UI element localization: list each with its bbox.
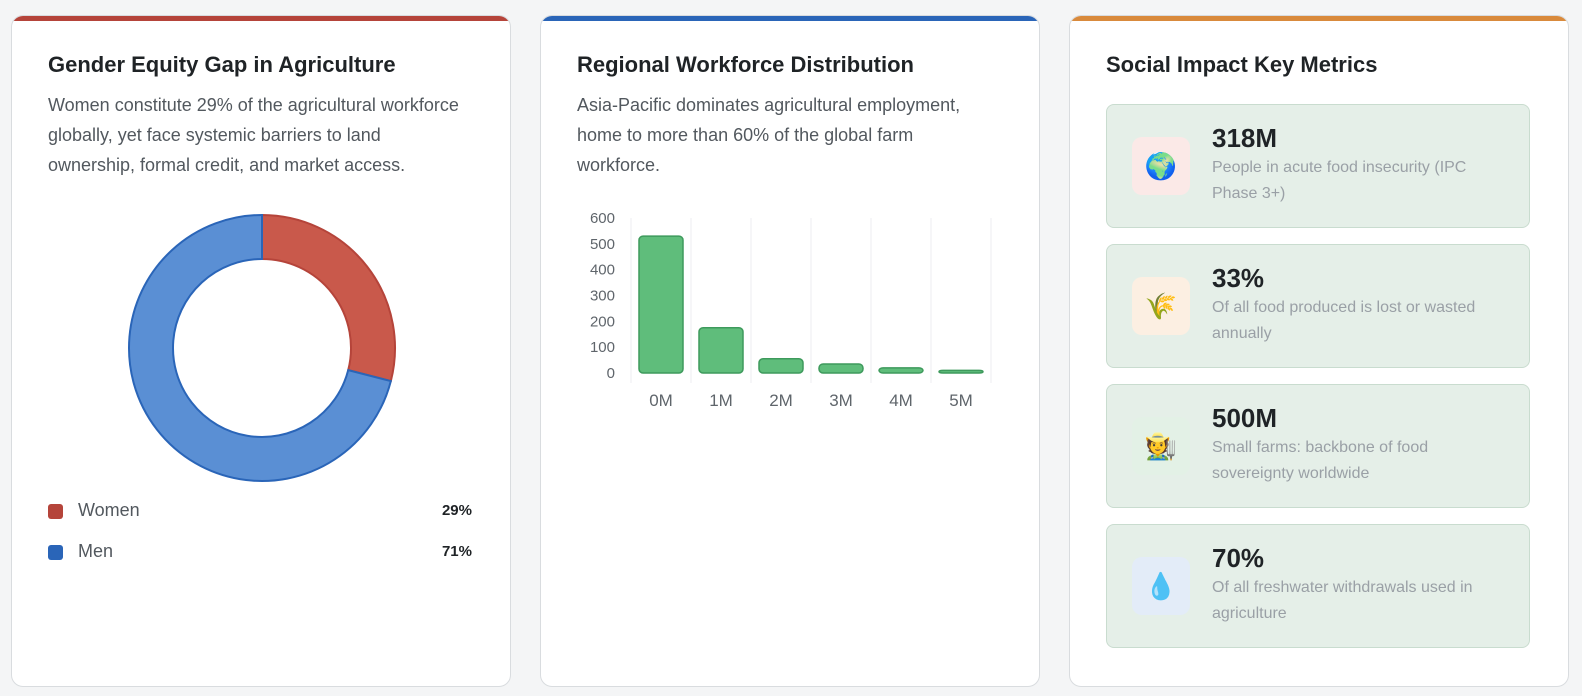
card-title: Regional Workforce Distribution [577, 52, 914, 77]
gender-donut-chart [128, 213, 396, 482]
x-tick-label: 3M [829, 391, 853, 410]
legend-label: Women [78, 500, 140, 520]
card-accent-bar [1070, 16, 1568, 21]
x-tick-label: 5M [949, 391, 973, 410]
y-tick-label: 300 [590, 288, 615, 305]
metric-label: People in acute food insecurity (IPC Pha… [1212, 159, 1467, 202]
y-tick-label: 0 [607, 365, 615, 382]
metric-value: 70% [1212, 543, 1265, 573]
x-tick-label: 0M [649, 391, 673, 410]
y-tick-label: 100 [590, 339, 615, 356]
wheat-icon-glyph: 🌾 [1144, 290, 1178, 321]
wheat-icon: 🌾 [1132, 277, 1190, 335]
water-drop-icon-glyph: 💧 [1144, 570, 1178, 601]
card-description: Asia-Pacific dominates agricultural empl… [577, 95, 961, 175]
globe-icon: 🌍 [1132, 137, 1190, 195]
bar-4M[interactable] [878, 367, 924, 374]
metric-label: Small farms: backbone of food sovereignt… [1212, 439, 1429, 482]
metric-card-small-farms: 🧑‍🌾 500M Small farms: backbone of food s… [1106, 384, 1530, 508]
metric-label: Of all freshwater withdrawals used in ag… [1212, 579, 1473, 622]
legend-swatch [48, 504, 63, 519]
metric-card-food-insecurity: 🌍 318M People in acute food insecurity (… [1106, 104, 1530, 228]
y-tick-label: 200 [590, 313, 615, 330]
farmer-icon: 🧑‍🌾 [1132, 417, 1190, 475]
globe-icon-glyph: 🌍 [1144, 150, 1178, 181]
legend-label: Men [78, 541, 114, 561]
bar-1M[interactable] [698, 327, 744, 374]
x-tick-label: 4M [889, 391, 913, 410]
bar-2M[interactable] [758, 358, 804, 374]
legend-swatch [48, 545, 63, 560]
metric-card-freshwater: 💧 70% Of all freshwater withdrawals used… [1106, 524, 1530, 648]
social-impact-card: Social Impact Key Metrics 🌍 318M People … [1069, 15, 1569, 687]
legend-value: 29% [441, 502, 472, 519]
y-tick-label: 400 [590, 262, 615, 279]
legend-item-women[interactable]: Women 29% [48, 500, 472, 524]
water-drop-icon: 💧 [1132, 557, 1190, 615]
donut-slice-men[interactable] [128, 213, 393, 482]
card-accent-bar [541, 16, 1039, 21]
x-tick-label: 2M [769, 391, 793, 410]
card-accent-bar [12, 16, 510, 21]
bar-5M[interactable] [938, 369, 984, 374]
card-title: Social Impact Key Metrics [1106, 52, 1378, 77]
y-tick-label: 600 [590, 210, 615, 227]
card-title: Gender Equity Gap in Agriculture [48, 52, 396, 77]
bar-3M[interactable] [818, 363, 864, 374]
donut-slice-women[interactable] [261, 213, 396, 383]
metric-value: 318M [1212, 123, 1278, 153]
metric-value: 33% [1212, 263, 1265, 293]
metric-label: Of all food produced is lost or wasted a… [1212, 299, 1476, 342]
regional-workforce-card: Regional Workforce Distribution Asia-Pac… [540, 15, 1040, 687]
gender-equity-card: Gender Equity Gap in Agriculture Women c… [11, 15, 511, 687]
workforce-bar-chart: 0 100 200 300 400 500 600 0M 1M 2M 3M 4M 5M [590, 210, 992, 410]
legend-item-men[interactable]: Men 71% [48, 541, 472, 565]
metric-card-food-waste: 🌾 33% Of all food produced is lost or wa… [1106, 244, 1530, 368]
card-description: Women constitute 29% of the agricultural… [48, 95, 459, 175]
farmer-icon-glyph: 🧑‍🌾 [1144, 430, 1178, 461]
x-tick-label: 1M [709, 391, 733, 410]
metric-value: 500M [1212, 403, 1278, 433]
y-tick-label: 500 [590, 236, 615, 253]
legend-value: 71% [441, 543, 472, 560]
bar-0M[interactable] [638, 235, 684, 374]
